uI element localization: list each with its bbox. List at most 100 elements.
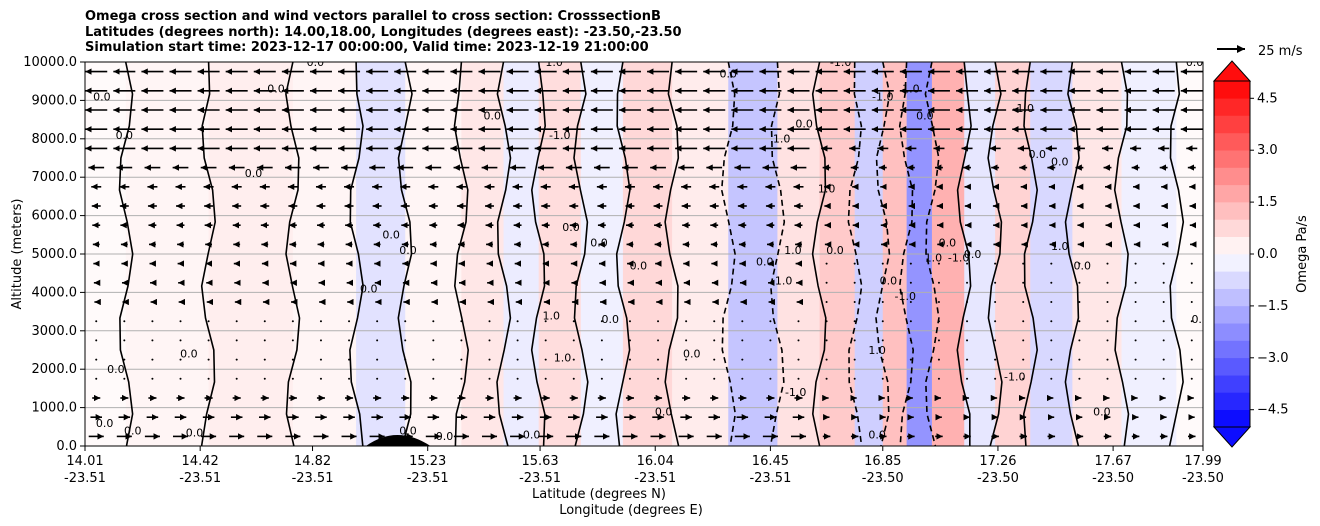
x-tick-label-lon: -23.50 — [862, 471, 904, 486]
x-tick-label-lon: -23.51 — [292, 471, 334, 486]
contour-label: 0.0 — [562, 221, 580, 234]
wind-vector — [235, 377, 238, 380]
wind-vector — [572, 320, 575, 323]
title-line-3: Simulation start time: 2023-12-17 00:00:… — [85, 40, 649, 55]
wind-vector — [741, 339, 744, 342]
wind-vector — [853, 339, 856, 342]
wind-vector — [881, 339, 884, 342]
wind-vector — [460, 377, 463, 380]
contour-label: 0.0 — [590, 236, 608, 249]
wind-vector — [488, 358, 491, 361]
wind-vector — [1190, 301, 1193, 303]
x-tick-label-lat: 17.99 — [1184, 454, 1221, 469]
wind-vector — [572, 358, 575, 361]
x-tick-label-lat: 15.63 — [521, 454, 558, 469]
colorbar-segment — [1214, 357, 1250, 376]
wind-vector — [404, 320, 407, 323]
wind-vector — [572, 377, 575, 380]
x-tick-label-lon: -23.50 — [1182, 471, 1224, 486]
wind-vector — [797, 377, 800, 380]
wind-vector — [600, 339, 603, 342]
wind-vector — [376, 320, 379, 323]
contour-label: 0.0 — [1191, 313, 1209, 326]
wind-vector — [432, 377, 435, 380]
contour-label: 0.0 — [484, 110, 502, 123]
colorbar-segment — [1214, 323, 1250, 341]
wind-vector — [966, 320, 969, 323]
wind-vector — [1190, 358, 1193, 361]
colorbar-segment — [1214, 132, 1250, 151]
wind-vector — [1106, 301, 1109, 303]
wind-vector — [319, 339, 322, 342]
wind-vector — [966, 377, 969, 380]
wind-vector — [179, 339, 182, 342]
wind-vector — [376, 358, 379, 361]
contour-line — [898, 62, 915, 446]
wind-vector — [797, 358, 800, 361]
wind-vector — [235, 320, 238, 323]
wind-vector — [1022, 262, 1025, 265]
wind-vector — [1078, 358, 1081, 361]
wind-vector — [600, 358, 603, 361]
wind-vector — [685, 339, 688, 342]
wind-vector — [713, 377, 716, 380]
wind-vector — [937, 339, 940, 342]
contour-line — [1168, 62, 1185, 446]
contour-label: 0.0 — [795, 117, 813, 130]
contour-label: 0.0 — [826, 244, 844, 257]
wind-vector — [713, 358, 716, 361]
wind-vector — [263, 377, 266, 380]
quiver-key: 25 m/s — [1217, 44, 1303, 59]
wind-vector — [966, 262, 969, 265]
wind-vector — [825, 358, 828, 361]
wind-vector — [685, 358, 688, 361]
contour-label: -1.0 — [830, 56, 851, 69]
x-axis: 14.01 -23.51 14.42 -23.51 14.82 -23.51 15.23 -2… — [64, 446, 1224, 486]
wind-vector — [825, 339, 828, 342]
contour-label: 0.0 — [186, 426, 204, 439]
grid-lines — [85, 99, 1203, 409]
wind-vector — [1134, 358, 1137, 361]
wind-vector — [881, 281, 884, 284]
wind-vector — [263, 358, 266, 361]
contour-label: 1.0 — [1051, 240, 1069, 253]
wind-vector — [741, 358, 744, 361]
contour-label: 0.0 — [568, 52, 586, 65]
contour-label: 0.0 — [245, 167, 263, 180]
wind-vector — [460, 320, 463, 323]
wind-vector — [628, 339, 631, 342]
y-tick-label: 0.0 — [56, 439, 77, 454]
contour-label: 0.0 — [939, 236, 957, 249]
x-tick-label-lon: -23.51 — [634, 471, 676, 486]
wind-vector — [516, 377, 519, 380]
wind-vector — [1078, 301, 1081, 303]
colorbar-tick-label: −1.5 — [1257, 299, 1289, 314]
x-tick-label-lat: 16.45 — [752, 454, 789, 469]
contour-label: -1.0 — [895, 290, 916, 303]
colorbar-segment — [1214, 98, 1250, 116]
contour-label: 0.0 — [523, 428, 541, 441]
wind-vector — [291, 377, 294, 380]
y-tick-label: 3000.0 — [32, 324, 78, 339]
wind-vector — [1162, 301, 1165, 303]
wind-vector — [1190, 281, 1193, 284]
wind-vector — [1162, 320, 1165, 323]
wind-vector — [1134, 339, 1137, 342]
wind-vector — [825, 320, 828, 323]
contour-label: 1.0 — [868, 344, 886, 357]
wind-vector — [291, 358, 294, 361]
colorbar-segment — [1214, 392, 1250, 410]
contour-label: 0.0 — [756, 256, 774, 269]
wind-vector — [853, 358, 856, 361]
wind-vector — [909, 262, 912, 265]
wind-vector — [1050, 281, 1053, 284]
wind-vector — [657, 339, 660, 342]
contour-label: 1.0 — [517, 52, 535, 65]
wind-vector — [1022, 281, 1025, 284]
wind-vector — [937, 281, 940, 284]
wind-vector — [685, 320, 688, 323]
wind-vector — [1106, 358, 1109, 361]
contour-line — [285, 62, 301, 446]
wind-vector — [994, 377, 997, 380]
wind-vector — [909, 339, 912, 342]
